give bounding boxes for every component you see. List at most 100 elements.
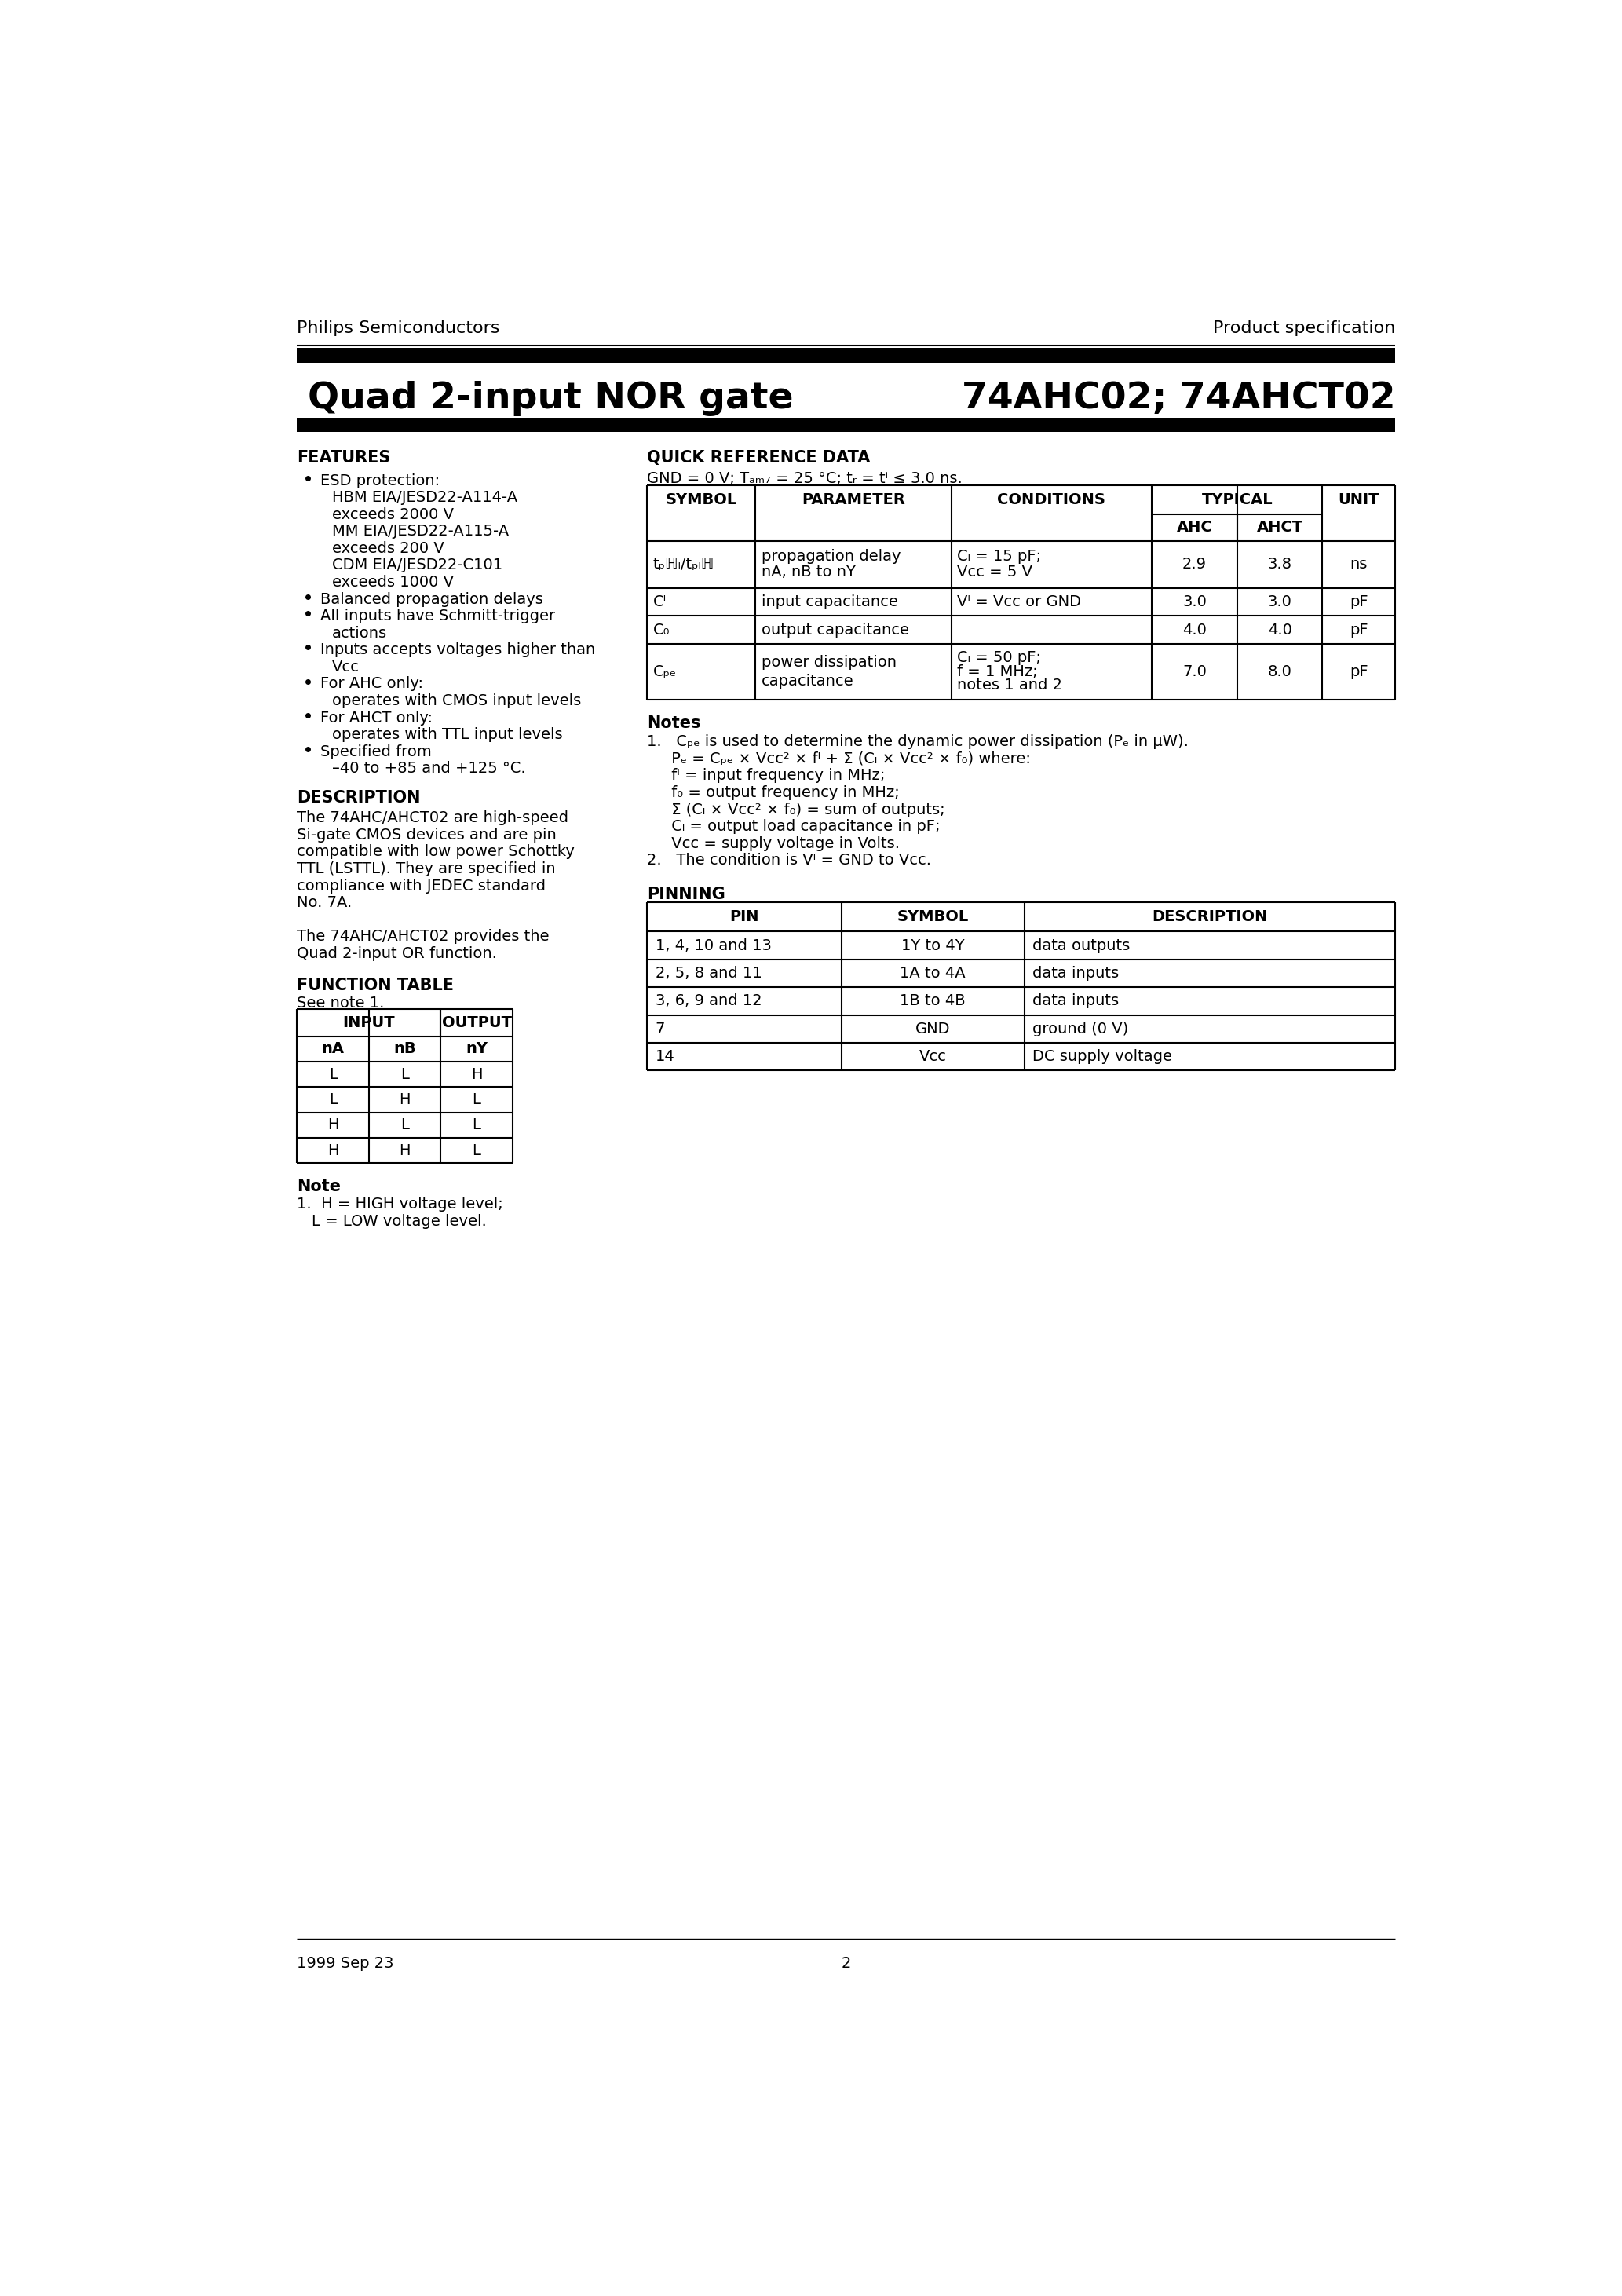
- Text: Quad 2-input OR function.: Quad 2-input OR function.: [297, 946, 498, 962]
- Text: L: L: [401, 1068, 409, 1081]
- Text: Pₑ = Cₚₑ × Vᴄᴄ² × fᴵ + Σ (Cₗ × Vᴄᴄ² × f₀) where:: Pₑ = Cₚₑ × Vᴄᴄ² × fᴵ + Σ (Cₗ × Vᴄᴄ² × f₀…: [647, 751, 1030, 767]
- Text: 1.  H = HIGH voltage level;: 1. H = HIGH voltage level;: [297, 1196, 503, 1212]
- Text: Cₗ = output load capacitance in pF;: Cₗ = output load capacitance in pF;: [647, 820, 941, 833]
- Text: H: H: [470, 1068, 482, 1081]
- Text: PIN: PIN: [730, 909, 759, 925]
- Text: 3.0: 3.0: [1267, 595, 1291, 608]
- Text: data outputs: data outputs: [1033, 939, 1131, 953]
- Text: pF: pF: [1350, 664, 1367, 680]
- Text: FUNCTION TABLE: FUNCTION TABLE: [297, 978, 454, 994]
- Text: pF: pF: [1350, 595, 1367, 608]
- Text: Note: Note: [297, 1178, 341, 1194]
- Text: Cₗ = 15 pF;: Cₗ = 15 pF;: [957, 549, 1041, 565]
- Text: SYMBOL: SYMBOL: [665, 491, 736, 507]
- Text: Inputs accepts voltages higher than: Inputs accepts voltages higher than: [320, 643, 595, 657]
- Text: ESD protection:: ESD protection:: [320, 473, 440, 489]
- Text: data inputs: data inputs: [1033, 967, 1119, 980]
- Text: PINNING: PINNING: [647, 886, 725, 902]
- Text: nA: nA: [321, 1042, 344, 1056]
- Text: H: H: [399, 1093, 410, 1107]
- Text: Cᴵ: Cᴵ: [654, 595, 667, 608]
- Text: CDM EIA/JESD22-C101: CDM EIA/JESD22-C101: [333, 558, 503, 572]
- Text: propagation delay: propagation delay: [761, 549, 900, 565]
- Text: See note 1.: See note 1.: [297, 996, 384, 1010]
- Text: TTL (LSTTL). They are specified in: TTL (LSTTL). They are specified in: [297, 861, 556, 877]
- Text: tₚℍₗ/tₚₗℍ: tₚℍₗ/tₚₗℍ: [654, 558, 715, 572]
- Text: 74AHC02; 74AHCT02: 74AHC02; 74AHCT02: [962, 381, 1395, 416]
- Text: ground (0 V): ground (0 V): [1033, 1022, 1129, 1035]
- Text: Vᴄᴄ = 5 V: Vᴄᴄ = 5 V: [957, 565, 1033, 581]
- Text: capacitance: capacitance: [761, 673, 853, 689]
- Text: L: L: [472, 1093, 480, 1107]
- Bar: [297, 418, 1395, 432]
- Text: L: L: [472, 1118, 480, 1132]
- Text: AHCT: AHCT: [1257, 521, 1302, 535]
- Text: 1A to 4A: 1A to 4A: [900, 967, 965, 980]
- Text: No. 7A.: No. 7A.: [297, 895, 352, 909]
- Text: exceeds 200 V: exceeds 200 V: [333, 542, 444, 556]
- Text: 2, 5, 8 and 11: 2, 5, 8 and 11: [655, 967, 762, 980]
- Text: 4.0: 4.0: [1267, 622, 1291, 638]
- Text: For AHCT only:: For AHCT only:: [320, 709, 433, 726]
- Text: output capacitance: output capacitance: [761, 622, 908, 638]
- Text: Cₚₑ: Cₚₑ: [654, 664, 676, 680]
- Text: compatible with low power Schottky: compatible with low power Schottky: [297, 845, 574, 859]
- Text: GND: GND: [915, 1022, 950, 1035]
- Text: Product specification: Product specification: [1213, 319, 1395, 335]
- Text: SYMBOL: SYMBOL: [897, 909, 968, 925]
- Text: exceeds 2000 V: exceeds 2000 V: [333, 507, 454, 521]
- Text: L: L: [401, 1118, 409, 1132]
- Text: pF: pF: [1350, 622, 1367, 638]
- Text: 1, 4, 10 and 13: 1, 4, 10 and 13: [655, 939, 772, 953]
- Text: All inputs have Schmitt-trigger: All inputs have Schmitt-trigger: [320, 608, 555, 625]
- Text: Quad 2-input NOR gate: Quad 2-input NOR gate: [308, 381, 793, 416]
- Text: Cₗ = 50 pF;: Cₗ = 50 pF;: [957, 650, 1041, 666]
- Text: f = 1 MHz;: f = 1 MHz;: [957, 664, 1038, 680]
- Text: ns: ns: [1350, 558, 1367, 572]
- Text: nB: nB: [394, 1042, 415, 1056]
- Text: Σ (Cₗ × Vᴄᴄ² × f₀) = sum of outputs;: Σ (Cₗ × Vᴄᴄ² × f₀) = sum of outputs;: [647, 801, 946, 817]
- Text: Balanced propagation delays: Balanced propagation delays: [320, 592, 543, 606]
- Text: 1999 Sep 23: 1999 Sep 23: [297, 1956, 394, 1970]
- Text: 3, 6, 9 and 12: 3, 6, 9 and 12: [655, 994, 762, 1008]
- Text: exceeds 1000 V: exceeds 1000 V: [333, 574, 454, 590]
- Text: L: L: [329, 1068, 337, 1081]
- Text: operates with TTL input levels: operates with TTL input levels: [333, 728, 563, 742]
- Text: MM EIA/JESD22-A115-A: MM EIA/JESD22-A115-A: [333, 523, 509, 540]
- Text: 2.   The condition is Vᴵ = GND to Vᴄᴄ.: 2. The condition is Vᴵ = GND to Vᴄᴄ.: [647, 852, 931, 868]
- Text: 7.0: 7.0: [1182, 664, 1207, 680]
- Text: Vᴄᴄ: Vᴄᴄ: [920, 1049, 947, 1063]
- Text: Vᴄᴄ = supply voltage in Volts.: Vᴄᴄ = supply voltage in Volts.: [647, 836, 900, 852]
- Text: 7: 7: [655, 1022, 665, 1035]
- Text: fᴵ = input frequency in MHz;: fᴵ = input frequency in MHz;: [647, 769, 886, 783]
- Text: DC supply voltage: DC supply voltage: [1033, 1049, 1173, 1063]
- Text: 2: 2: [842, 1956, 852, 1970]
- Text: L: L: [472, 1143, 480, 1157]
- Text: Si-gate CMOS devices and are pin: Si-gate CMOS devices and are pin: [297, 827, 556, 843]
- Text: UNIT: UNIT: [1338, 491, 1379, 507]
- Text: TYPICAL: TYPICAL: [1202, 491, 1273, 507]
- Text: C₀: C₀: [654, 622, 670, 638]
- Text: 1B to 4B: 1B to 4B: [900, 994, 965, 1008]
- Text: GND = 0 V; Tₐₘ₇ = 25 °C; tᵣ = tⁱ ≤ 3.0 ns.: GND = 0 V; Tₐₘ₇ = 25 °C; tᵣ = tⁱ ≤ 3.0 n…: [647, 471, 962, 487]
- Text: DESCRIPTION: DESCRIPTION: [1152, 909, 1267, 925]
- Text: The 74AHC/AHCT02 provides the: The 74AHC/AHCT02 provides the: [297, 930, 550, 944]
- Text: actions: actions: [333, 625, 388, 641]
- Text: notes 1 and 2: notes 1 and 2: [957, 677, 1062, 693]
- Text: OUTPUT: OUTPUT: [441, 1015, 511, 1031]
- Text: –40 to +85 and +125 °C.: –40 to +85 and +125 °C.: [333, 760, 526, 776]
- Text: power dissipation: power dissipation: [761, 654, 897, 670]
- Text: operates with CMOS input levels: operates with CMOS input levels: [333, 693, 581, 707]
- Text: H: H: [328, 1118, 339, 1132]
- Text: 1Y to 4Y: 1Y to 4Y: [902, 939, 965, 953]
- Text: For AHC only:: For AHC only:: [320, 677, 423, 691]
- Text: L = LOW voltage level.: L = LOW voltage level.: [311, 1215, 487, 1228]
- Text: 14: 14: [655, 1049, 675, 1063]
- Text: Vᴵ = Vᴄᴄ or GND: Vᴵ = Vᴄᴄ or GND: [957, 595, 1082, 608]
- Text: INPUT: INPUT: [342, 1015, 396, 1031]
- Text: f₀ = output frequency in MHz;: f₀ = output frequency in MHz;: [647, 785, 900, 799]
- Text: 3.8: 3.8: [1267, 558, 1291, 572]
- Text: HBM EIA/JESD22-A114-A: HBM EIA/JESD22-A114-A: [333, 489, 517, 505]
- Text: AHC: AHC: [1176, 521, 1213, 535]
- Text: The 74AHC/AHCT02 are high-speed: The 74AHC/AHCT02 are high-speed: [297, 810, 569, 827]
